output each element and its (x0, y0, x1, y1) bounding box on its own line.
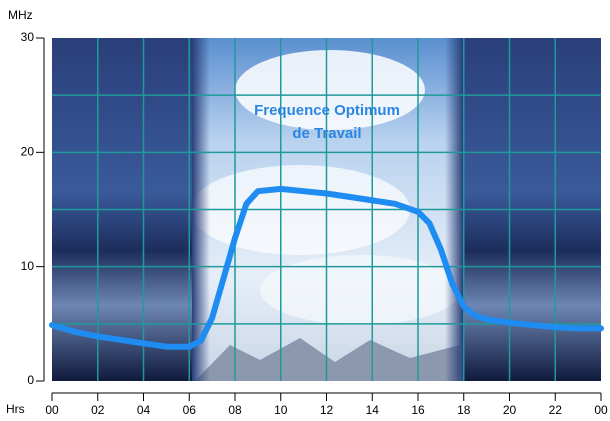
x-tick-label: 20 (503, 403, 517, 417)
annotation: Frequence Optimum (254, 102, 400, 119)
y-tick-label: 30 (21, 30, 35, 44)
x-tick-label: 04 (137, 403, 151, 417)
x-tick-label: 00 (594, 403, 608, 417)
x-unit: Hrs (6, 402, 25, 416)
x-tick-label: 14 (366, 403, 380, 417)
x-tick-label: 16 (411, 403, 425, 417)
y-tick-label: 10 (21, 259, 35, 273)
chart: MHz Hrs Frequence Optimum de Travail 0 10… (0, 0, 610, 421)
x-tick-label: 12 (320, 403, 334, 417)
x-tick-label: 10 (274, 403, 288, 417)
x-tick-label: 22 (549, 403, 563, 417)
x-tick-label: 02 (91, 403, 105, 417)
annotation: de Travail (292, 125, 361, 142)
x-tick-label: 06 (183, 403, 197, 417)
y-tick-label: 0 (27, 373, 34, 387)
y-unit: MHz (8, 8, 33, 22)
x-tick-label: 00 (45, 403, 59, 417)
y-tick-label: 20 (21, 145, 35, 159)
x-tick-label: 18 (457, 403, 471, 417)
x-tick-label: 08 (228, 403, 242, 417)
